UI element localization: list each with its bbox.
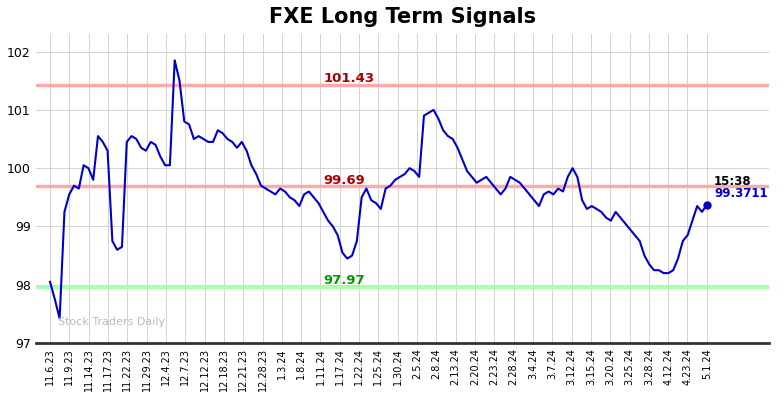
Title: FXE Long Term Signals: FXE Long Term Signals — [269, 7, 536, 27]
Text: 99.69: 99.69 — [323, 174, 365, 187]
Text: 15:38: 15:38 — [714, 176, 752, 189]
Text: Stock Traders Daily: Stock Traders Daily — [58, 316, 165, 326]
Text: 101.43: 101.43 — [323, 72, 375, 86]
Text: 97.97: 97.97 — [323, 274, 365, 287]
Text: 99.3711: 99.3711 — [714, 187, 768, 200]
